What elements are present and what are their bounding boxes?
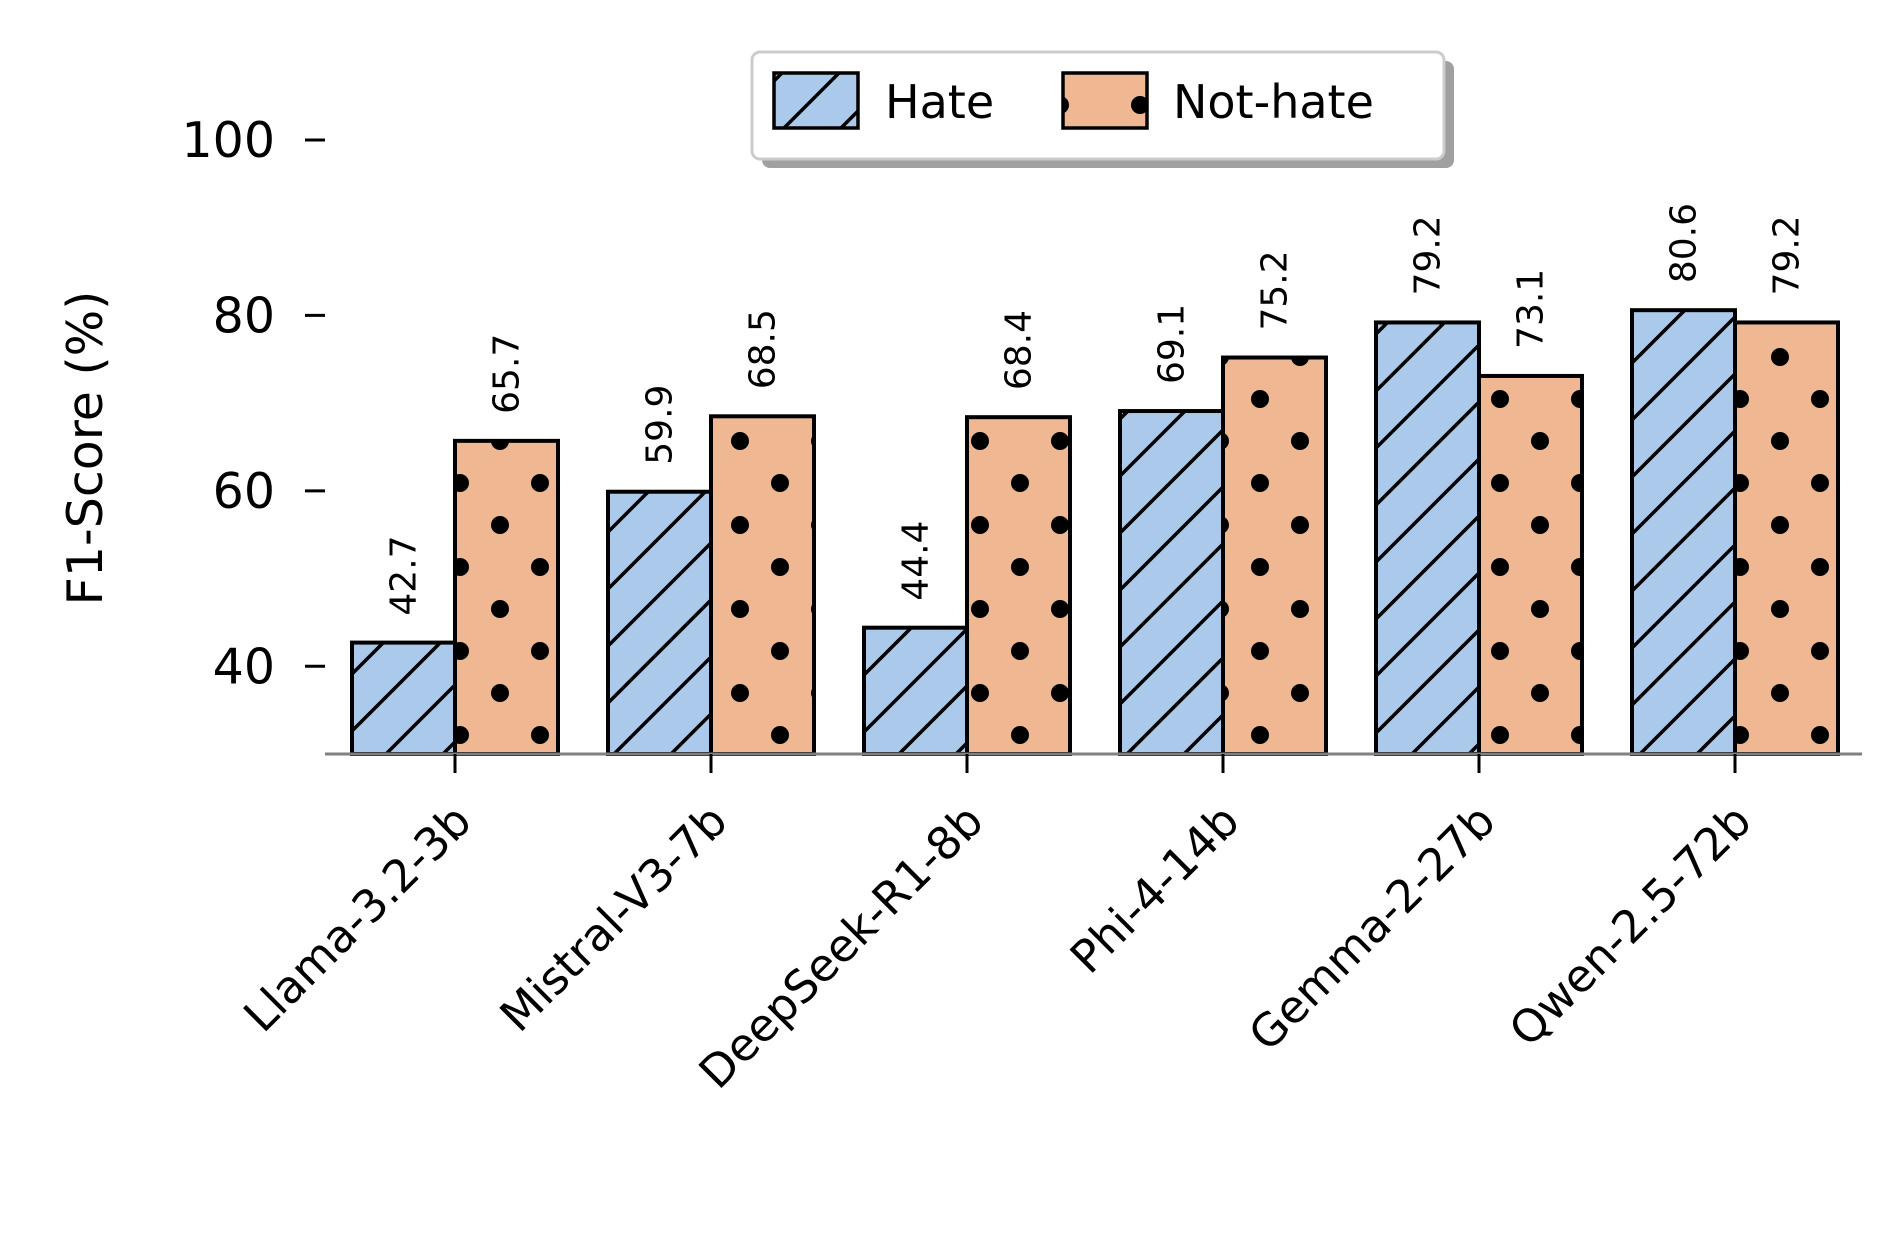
x-tick-label: DeepSeek-R1-8b bbox=[689, 794, 994, 1099]
bar-not-hate bbox=[709, 414, 816, 756]
y-tick-label: 100 bbox=[181, 112, 275, 169]
legend-label-not-hate: Not-hate bbox=[1173, 75, 1374, 129]
y-tick-label: 60 bbox=[213, 463, 275, 520]
bar-hate bbox=[862, 625, 969, 756]
x-tick-label: Mistral-V3-7b bbox=[490, 794, 738, 1042]
x-tick-label: Qwen-2.5-72b bbox=[1499, 794, 1762, 1057]
bar-not-hate bbox=[453, 438, 560, 756]
bar-not-hate bbox=[965, 415, 1072, 756]
bar-value-label: 75.2 bbox=[1255, 250, 1296, 330]
bar-value-label: 79.2 bbox=[1408, 215, 1449, 295]
bar-value-label: 68.4 bbox=[999, 310, 1040, 390]
bar-not-hate bbox=[1221, 355, 1328, 756]
bar-hate bbox=[350, 640, 457, 756]
legend-label-hate: Hate bbox=[885, 75, 994, 129]
bar-not-hate bbox=[1477, 373, 1584, 756]
bar-value-label: 65.7 bbox=[487, 334, 528, 414]
bar-value-label: 68.5 bbox=[743, 309, 784, 389]
bar-hate bbox=[1374, 320, 1481, 756]
bar-value-labels: 42.7 65.7 59.9 68.5 44.4 68.4 69.1 75.2 79.2 73.1… bbox=[384, 203, 1808, 616]
bar-hate bbox=[1630, 308, 1737, 756]
x-tick-label: Phi-4-14b bbox=[1060, 794, 1250, 984]
legend: Hate Not-hate bbox=[750, 50, 1454, 168]
bar-value-label: 79.2 bbox=[1767, 215, 1808, 295]
y-axis: 40 60 80 100 bbox=[181, 112, 325, 695]
bar-value-label: 59.9 bbox=[640, 385, 681, 465]
bar-value-label: 44.4 bbox=[896, 521, 937, 601]
y-tick-label: 80 bbox=[213, 287, 275, 344]
bar-hate bbox=[606, 489, 713, 756]
bar-value-label: 42.7 bbox=[384, 535, 425, 615]
y-axis-label: F1-Score (%) bbox=[57, 291, 114, 606]
bar-value-label: 73.1 bbox=[1511, 269, 1552, 349]
legend-swatch-hate bbox=[772, 71, 860, 130]
bar-value-label: 69.1 bbox=[1152, 304, 1193, 384]
y-tick-label: 40 bbox=[213, 638, 275, 695]
x-tick-label: Llama-3.2-3b bbox=[233, 794, 481, 1042]
bar-hate bbox=[1118, 409, 1225, 756]
bars bbox=[350, 308, 1840, 756]
legend-swatch-not-hate bbox=[1061, 71, 1149, 130]
bar-not-hate bbox=[1733, 320, 1840, 756]
bar-value-label: 80.6 bbox=[1664, 203, 1705, 283]
x-tick-label: Gemma-2-27b bbox=[1238, 794, 1505, 1061]
